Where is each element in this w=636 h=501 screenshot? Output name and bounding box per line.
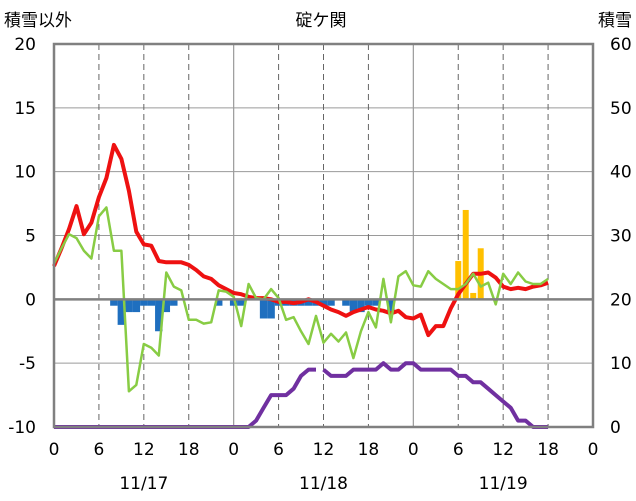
bar-blue — [132, 299, 141, 313]
y-tick-label-right: 60 — [610, 35, 632, 55]
bar-blue — [162, 299, 171, 313]
bar-blue — [387, 299, 395, 313]
y-tick-label-right: 20 — [610, 290, 632, 310]
x-tick-label: 0 — [228, 440, 239, 460]
grid — [54, 44, 593, 427]
x-tick-label: 0 — [588, 440, 599, 460]
bar-blue — [357, 299, 365, 313]
bar-blue — [117, 299, 126, 325]
bar-blue — [364, 299, 373, 306]
y-tick-label-left: 5 — [25, 227, 36, 247]
bar-yellow — [470, 292, 477, 300]
date-label: 11/17 — [119, 474, 168, 494]
bar-blue — [319, 299, 328, 306]
x-tick-label: 0 — [408, 440, 419, 460]
x-tick-label: 18 — [358, 440, 380, 460]
bar-blue — [214, 299, 223, 306]
x-tick-label: 6 — [453, 440, 464, 460]
y-tick-label-left: 20 — [14, 35, 36, 55]
y-tick-label-left: 10 — [14, 163, 36, 183]
y-tick-label-left: -5 — [19, 354, 36, 374]
bar-blue — [125, 299, 133, 313]
bar-blue — [110, 299, 118, 306]
x-tick-label: 18 — [537, 440, 559, 460]
plot-area-border — [52, 42, 595, 429]
left-axis-label: 積雪以外 — [4, 11, 72, 31]
bar-blue — [349, 299, 358, 313]
x-tick-label: 12 — [492, 440, 514, 460]
bar-yellow — [462, 209, 469, 300]
y-tick-label-left: 0 — [25, 290, 36, 310]
bar-blue — [267, 299, 275, 319]
bar-yellow — [455, 261, 462, 300]
bar-blue — [304, 299, 313, 306]
y-tick-label-right: 30 — [610, 227, 632, 247]
bar-blue — [170, 299, 178, 306]
series-line-2 — [52, 206, 549, 393]
bar-blue — [237, 299, 245, 306]
date-label: 11/18 — [299, 474, 348, 494]
y-tick-label-right: 50 — [610, 99, 632, 119]
series-line-3 — [54, 361, 549, 429]
series-lines — [52, 142, 549, 429]
y-tick-label-right: 0 — [610, 418, 621, 438]
y-tick-label-right: 10 — [610, 354, 632, 374]
y-tick-label-left: -10 — [8, 418, 36, 438]
x-tick-label: 6 — [273, 440, 284, 460]
bar-blue — [342, 299, 350, 306]
bar-blue — [372, 299, 380, 306]
bar-blue — [259, 299, 268, 319]
bar-blue — [327, 299, 335, 306]
x-tick-label: 18 — [178, 440, 200, 460]
bar-blue — [140, 299, 148, 306]
bar-blue — [147, 299, 156, 306]
x-tick-label: 12 — [133, 440, 155, 460]
x-tick-label: 12 — [313, 440, 335, 460]
chart-title: 碇ケ関 — [296, 11, 347, 31]
bar-blue — [229, 299, 238, 306]
x-tick-label: 0 — [49, 440, 60, 460]
right-axis-label: 積雪 — [598, 11, 632, 31]
x-tick-label: 6 — [94, 440, 105, 460]
bar-blue — [155, 299, 163, 332]
y-tick-label-right: 40 — [610, 163, 632, 183]
date-label: 11/19 — [479, 474, 528, 494]
y-tick-label-left: 15 — [14, 99, 36, 119]
